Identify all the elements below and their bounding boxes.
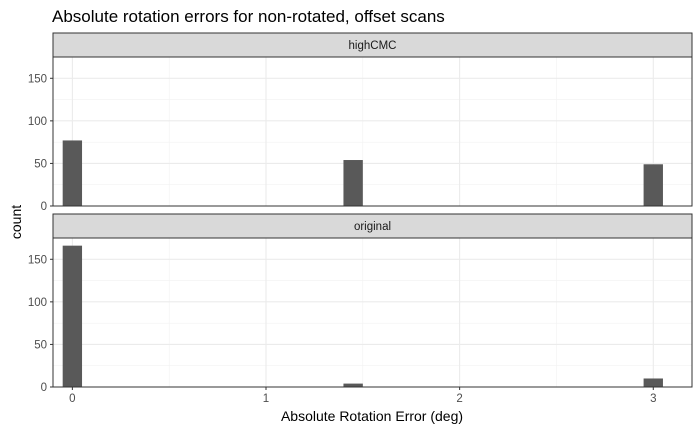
y-tick-label: 100 [28,116,47,128]
bar [62,140,83,206]
bar [643,164,663,206]
bar [643,378,663,387]
y-tick-label: 150 [28,73,47,85]
y-tick-label: 50 [34,158,47,170]
bar [343,160,363,206]
y-tick-label: 100 [28,297,47,309]
panel-highCMC: highCMC 0 50 100 150 [28,32,693,213]
x-tick-label: 2 [456,393,462,405]
y-axis-title: count [8,205,24,239]
x-tick-label: 3 [650,393,656,405]
y-tick-label: 0 [41,201,47,213]
y-tick-label: 50 [34,339,47,351]
facet-strip-label: original [354,221,391,233]
x-axis-title: Absolute Rotation Error (deg) [281,408,463,424]
y-tick-label: 150 [28,254,47,266]
chart-title: Absolute rotation errors for non-rotated… [52,7,445,26]
panels: highCMC 0 50 100 150 original 0 50 100 150 [28,32,693,394]
x-axis: 0 1 2 3 [69,387,656,405]
bar [343,383,363,387]
panel-original: original 0 50 100 150 [28,213,693,394]
x-tick-label: 0 [69,393,75,405]
facet-strip [52,213,693,239]
plot-background [53,238,692,387]
x-tick-label: 1 [263,393,269,405]
y-tick-label: 0 [41,382,47,394]
facet-strip [52,32,693,58]
facet-strip-label: highCMC [349,40,397,52]
plot-background [53,57,692,206]
bar [62,245,83,387]
